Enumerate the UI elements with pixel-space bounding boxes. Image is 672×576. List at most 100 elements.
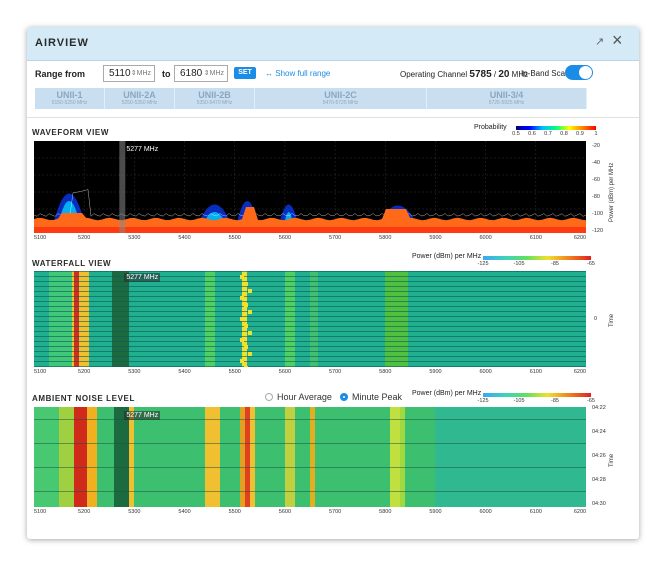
- marker-label: 5277 MHz: [124, 273, 161, 282]
- waveform-y-label: Power (dBm) per MHz: [609, 162, 615, 222]
- ambient-legend-title: Power (dBm) per MHz: [412, 390, 482, 397]
- waterfall-blip: [243, 366, 248, 367]
- band-name: UNII-2C: [324, 90, 357, 100]
- probability-legend-bar: [516, 126, 596, 130]
- ambient-row-line: [34, 467, 586, 468]
- range-to-value: 6180: [180, 68, 203, 79]
- waterfall-x-axis: 5100 5200 5300 5400 5500 5600 5700 5800 5900 6000…: [34, 369, 586, 379]
- ambient-plot[interactable]: 5277 MHz: [34, 407, 586, 507]
- x-tick-label: 5400: [178, 509, 191, 515]
- x-tick-label: 5700: [328, 235, 342, 241]
- x-tick-label: 5200: [78, 235, 91, 241]
- ambient-title: AMBIENT NOISE LEVEL: [32, 394, 135, 403]
- y-tick-label: -120: [592, 228, 604, 234]
- band-unii-1[interactable]: UNII-1 5150-5250 MHz: [35, 88, 105, 109]
- ambient-row-line: [34, 443, 586, 444]
- waterfall-row-line: [34, 336, 586, 337]
- range-to-unit-text: MHz: [209, 70, 224, 77]
- expand-icon[interactable]: ↗: [595, 36, 605, 48]
- legend-tick-label: 0.9: [576, 131, 584, 137]
- waveform-plot[interactable]: 5277 MHz: [34, 141, 586, 233]
- waveform-svg: [34, 141, 586, 233]
- waterfall-row-line: [34, 341, 586, 342]
- signal-core: [204, 212, 225, 221]
- marker-label: 5277 MHz: [124, 411, 161, 420]
- waterfall-blip: [239, 359, 244, 363]
- waterfall-plot[interactable]: 5277 MHz: [34, 271, 586, 367]
- waterfall-row-line: [34, 286, 586, 287]
- legend-tick-label: -105: [513, 398, 525, 404]
- x-tick-label: 5400: [178, 235, 191, 241]
- x-tick-label: 5100: [34, 235, 47, 241]
- ambient-band: [114, 407, 130, 507]
- waterfall-row-line: [34, 346, 586, 347]
- waterfall-band: [385, 271, 408, 367]
- set-button[interactable]: SET: [234, 67, 256, 79]
- x-tick-label: 5900: [429, 369, 442, 375]
- x-tick-label: 6000: [479, 509, 492, 515]
- band-unii-2c[interactable]: UNII-2C 5470-5725 MHz: [255, 88, 427, 109]
- ambient-band: [239, 407, 245, 507]
- x-tick-label: 5700: [328, 509, 342, 515]
- waterfall-band: [284, 271, 295, 367]
- marker-label: 5277 MHz: [126, 146, 159, 153]
- waterfall-blip: [239, 296, 244, 300]
- range-from-label: Range from: [35, 69, 86, 79]
- ambient-legend-bar: [483, 393, 591, 397]
- operating-channel: Operating Channel 5785 / 20 MHz: [400, 69, 529, 80]
- y-tick-label: 04:28: [592, 477, 606, 483]
- band-range: 5725-5925 MHz: [488, 100, 525, 106]
- y-tick-label: 04:30: [592, 501, 606, 507]
- x-tick-label: 5200: [78, 369, 91, 375]
- band-strip: UNII-1 5150-5250 MHz UNII-2A 5250-5350 MHz U…: [35, 88, 587, 109]
- waterfall-blip: [243, 324, 248, 328]
- inband-scan-toggle[interactable]: [565, 65, 593, 80]
- waterfall-band: [111, 271, 130, 367]
- range-to-input[interactable]: 6180 ⇕MHz: [174, 65, 228, 82]
- y-tick-label: -20: [592, 143, 600, 149]
- range-to-label: to: [162, 69, 171, 79]
- waveform-title: WAVEFORM VIEW: [32, 128, 109, 137]
- close-icon[interactable]: ×: [612, 30, 623, 50]
- band-unii-3/4[interactable]: UNII-3/4 5725-5925 MHz: [427, 88, 587, 109]
- waterfall-row-line: [34, 321, 586, 322]
- x-tick-label: 5800: [379, 369, 392, 375]
- show-full-range-link[interactable]: ↔ Show full range: [265, 69, 331, 78]
- waterfall-row-line: [34, 361, 586, 362]
- legend-tick-label: -65: [587, 398, 595, 404]
- title-bar: AIRVIEW ↗ ×: [27, 27, 639, 61]
- ambient-band: [244, 407, 250, 507]
- waterfall-row-line: [34, 326, 586, 327]
- airview-window: AIRVIEW ↗ × Range from 5110 ⇕MHz to 6180…: [27, 27, 639, 539]
- band-range: 5350-5470 MHz: [196, 100, 233, 106]
- waterfall-y-label: Time: [609, 313, 615, 327]
- ambient-band: [435, 407, 586, 507]
- band-name: UNII-3/4: [489, 90, 524, 100]
- range-bar: Range from 5110 ⇕MHz to 6180 ⇕MHz SET ↔ …: [27, 61, 639, 87]
- range-from-input[interactable]: 5110 ⇕MHz: [103, 65, 155, 82]
- waterfall-blip: [239, 338, 244, 342]
- ambient-band: [129, 407, 135, 507]
- band-unii-2a[interactable]: UNII-2A 5250-5350 MHz: [105, 88, 175, 109]
- minute-peak-radio-circle: [340, 393, 348, 401]
- waterfall-blip: [243, 282, 248, 286]
- x-tick-label: 6100: [529, 369, 542, 375]
- hour-average-radio[interactable]: Hour Average: [265, 392, 332, 402]
- waterfall-row-line: [34, 281, 586, 282]
- band-unii-2b[interactable]: UNII-2B 5350-5470 MHz: [175, 88, 255, 109]
- x-tick-label: 5400: [178, 369, 191, 375]
- window-title: AIRVIEW: [35, 37, 89, 49]
- range-from-value: 5110: [109, 68, 131, 79]
- x-tick-label: 5200: [78, 509, 91, 515]
- waterfall-title: WATERFALL VIEW: [32, 259, 112, 268]
- minute-peak-radio[interactable]: Minute Peak: [340, 392, 402, 402]
- ambient-band: [390, 407, 401, 507]
- ambient-y-label: Time: [609, 453, 615, 467]
- x-tick-label: 6200: [573, 369, 587, 375]
- range-to-unit: ⇕MHz: [203, 70, 224, 77]
- y-tick-label: 04:24: [592, 429, 606, 435]
- x-tick-label: 5800: [379, 509, 392, 515]
- waterfall-row-line: [34, 276, 586, 277]
- legend-tick-label: -125: [477, 398, 489, 404]
- x-tick-label: 5100: [34, 509, 47, 515]
